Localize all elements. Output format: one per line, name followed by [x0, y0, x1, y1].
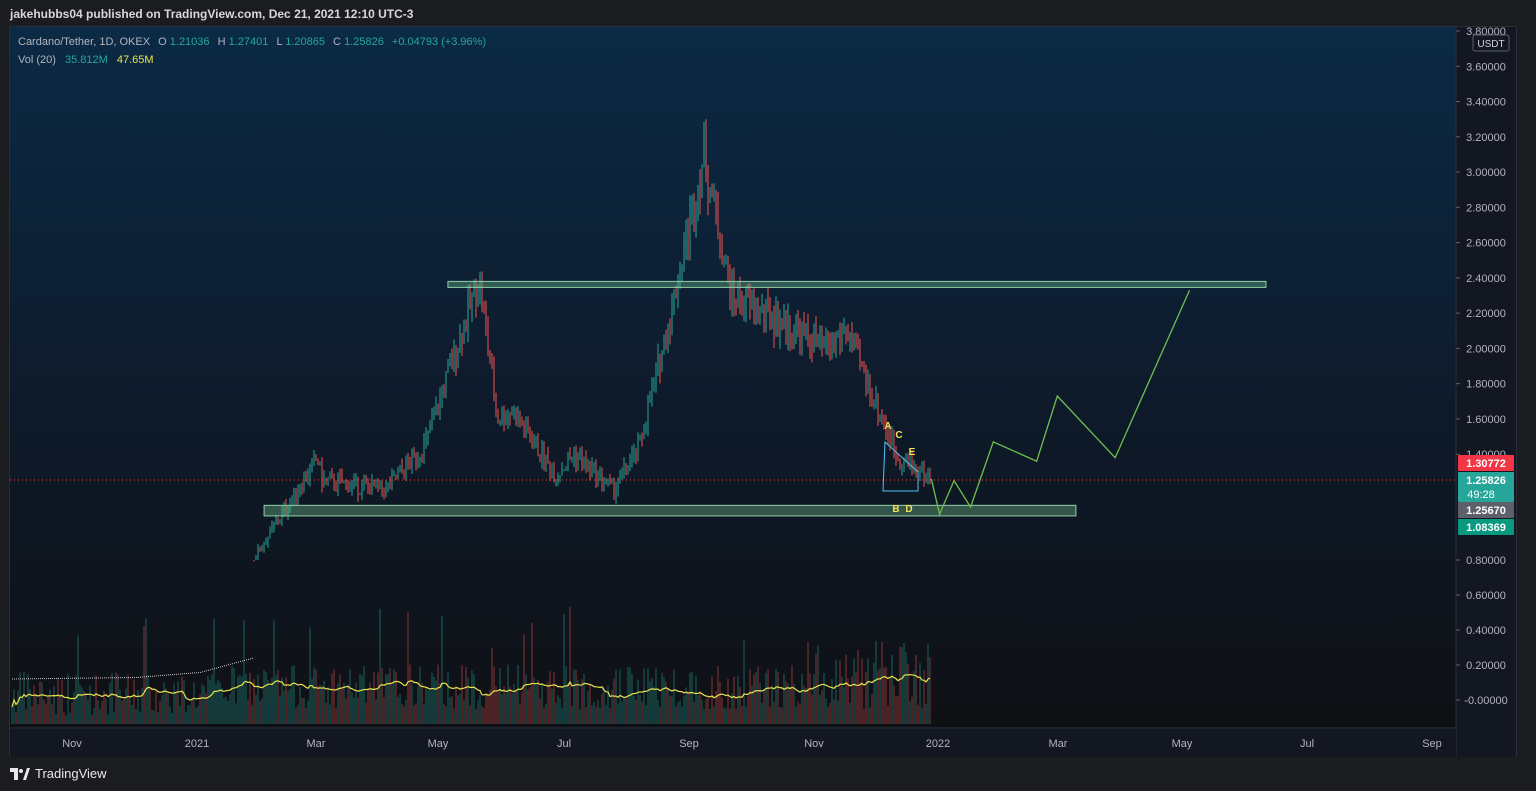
time-axis-label: Jul — [1300, 738, 1314, 750]
legend-h-value: 1.27401 — [229, 36, 269, 48]
price-tick-label: 2.80000 — [1466, 202, 1506, 214]
volume-label: Vol (20) — [18, 54, 56, 66]
price-tick-label: 1.60000 — [1466, 414, 1506, 426]
legend-c-label: C — [333, 36, 341, 48]
price-tick-label: 3.60000 — [1466, 61, 1506, 73]
resistance-zone — [447, 280, 1267, 288]
legend-o-label: O — [158, 36, 167, 48]
publisher-line: jakehubbs04 published on TradingView.com… — [10, 7, 414, 21]
currency-label: USDT — [1477, 39, 1504, 50]
price-tick-label: 1.80000 — [1466, 379, 1506, 391]
price-badge-bg — [1458, 455, 1514, 471]
time-axis-label: 2021 — [185, 738, 209, 750]
pattern-label-e: E — [909, 447, 916, 458]
price-tick-label: 2.60000 — [1466, 238, 1506, 250]
pattern-label-b: B — [892, 504, 899, 515]
legend-c-value: 1.25826 — [344, 36, 384, 48]
time-axis-label: Jul — [557, 738, 571, 750]
volume-ma-value: 47.65M — [117, 54, 154, 66]
pattern-label-a: A — [884, 421, 891, 432]
currency-button[interactable]: USDT — [1472, 34, 1510, 52]
time-axis-label: Sep — [679, 738, 699, 750]
price-tick-label: 0.80000 — [1466, 555, 1506, 567]
price-tick-label: -0.00000 — [1464, 695, 1507, 707]
support-zone — [263, 504, 1077, 517]
price-badge-label: 1.25670 — [1466, 505, 1506, 517]
projection-path — [930, 289, 1191, 517]
legend-line-1: Cardano/Tether, 1D, OKEX O 1.21036 H 1.2… — [18, 36, 486, 48]
price-tick-label: 0.60000 — [1466, 590, 1506, 602]
volume-value: 35.812M — [65, 54, 108, 66]
price-badge-sublabel: 49:28 — [1467, 489, 1495, 501]
legend-l-value: 1.20865 — [285, 36, 325, 48]
price-tick-label: 0.20000 — [1466, 660, 1506, 672]
price-tick-label: 3.40000 — [1466, 97, 1506, 109]
pattern-label-c: C — [895, 430, 902, 441]
price-badges: 1.30772 1.25826 49:28 1.25670 1.08369 — [1458, 455, 1514, 535]
price-badge-bg — [1458, 472, 1514, 502]
legend-change: +0.04793 (+3.96%) — [392, 36, 486, 48]
price-tick-label: 2.40000 — [1466, 273, 1506, 285]
volume-bars — [11, 606, 931, 724]
candles — [12, 119, 931, 680]
time-axis-label: Mar — [307, 738, 326, 750]
publish-header: jakehubbs04 published on TradingView.com… — [0, 0, 1536, 26]
pattern-label-d: D — [905, 504, 912, 515]
price-tick-label: 3.00000 — [1466, 167, 1506, 179]
footer-bar: TradingView — [0, 757, 1536, 791]
drawings: A B C D E — [10, 280, 1456, 517]
time-axis-label: Nov — [804, 738, 824, 750]
tradingview-logo[interactable]: TradingView — [10, 766, 107, 781]
price-tick-label: 3.20000 — [1466, 132, 1506, 144]
price-tick-label: 2.00000 — [1466, 343, 1506, 355]
time-axis-label: May — [1172, 738, 1193, 750]
price-badge-bg — [1458, 502, 1514, 518]
legend-symbol: Cardano/Tether, 1D, OKEX — [18, 36, 151, 48]
price-badge-label: 1.08369 — [1466, 522, 1506, 534]
price-badge-label: 1.25826 — [1466, 475, 1506, 487]
triangle-pattern — [882, 440, 919, 492]
legend-line-2: Vol (20) 35.812M 47.65M — [18, 54, 154, 66]
time-axis[interactable] — [10, 728, 1456, 757]
price-badge-label: 1.30772 — [1466, 458, 1506, 470]
time-axis-label: May — [428, 738, 449, 750]
price-scale[interactable] — [1456, 27, 1515, 727]
time-axis-label: 2022 — [926, 738, 950, 750]
time-labels: Nov 2021 Mar May Jul Sep Nov 2022 Mar May Jul Sep — [62, 738, 1442, 750]
legend-o-value: 1.21036 — [170, 36, 210, 48]
time-axis-label: Sep — [1422, 738, 1442, 750]
tradingview-logo-text: TradingView — [35, 766, 107, 781]
chart-background — [10, 27, 1456, 727]
legend-h-label: H — [218, 36, 226, 48]
tradingview-mark-icon — [10, 767, 30, 780]
price-tick-label: 2.20000 — [1466, 308, 1506, 320]
volume-ma-line — [11, 674, 931, 708]
legend-l-label: L — [276, 36, 282, 48]
price-tick-label: 0.40000 — [1466, 625, 1506, 637]
price-badge-bg — [1458, 519, 1514, 535]
price-ticks: 3.800003.600003.400003.200003.000002.800… — [1456, 26, 1508, 707]
time-axis-label: Mar — [1049, 738, 1068, 750]
time-axis-label: Nov — [62, 738, 82, 750]
